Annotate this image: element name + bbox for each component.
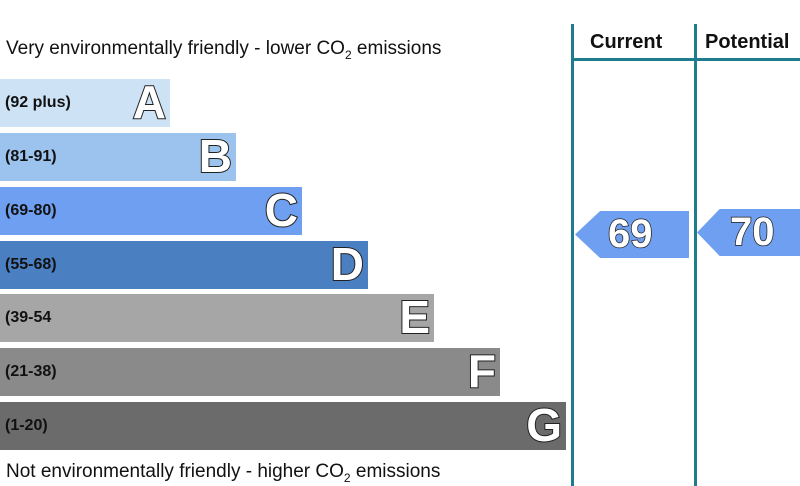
- band-b: (81-91) B: [0, 129, 236, 183]
- band-letter: D: [330, 237, 365, 291]
- header-rule: [571, 58, 800, 61]
- band-letter: E: [398, 290, 431, 344]
- band-a: (92 plus) A: [0, 75, 170, 129]
- top-caption: Very environmentally friendly - lower CO…: [6, 38, 442, 62]
- band-range-label: (81-91): [5, 148, 57, 165]
- band-range-label: (1-20): [5, 417, 48, 434]
- potential-column-header: Potential: [705, 31, 790, 53]
- band-range-label: (21-38): [5, 363, 57, 380]
- bottom-caption: Not environmentally friendly - higher CO…: [6, 461, 441, 485]
- band-letter: A: [132, 75, 167, 129]
- current-rating-arrow: 69: [575, 211, 689, 258]
- band-e: (39-54 E: [0, 290, 434, 344]
- column-divider-left: [571, 24, 574, 486]
- current-rating-value: 69: [607, 211, 653, 257]
- current-column-header: Current: [590, 31, 663, 53]
- band-range-label: (39-54: [5, 309, 52, 326]
- band-letter: F: [467, 344, 497, 398]
- band-letter: C: [264, 183, 299, 237]
- band-g: (1-20) G: [0, 398, 566, 452]
- band-letter: G: [525, 398, 563, 452]
- band-letter: B: [198, 129, 233, 183]
- band-range-label: (55-68): [5, 256, 57, 273]
- band-range-label: (69-80): [5, 202, 57, 219]
- potential-rating-arrow: 70: [697, 209, 800, 256]
- band-c: (69-80) C: [0, 183, 302, 237]
- band-f: (21-38) F: [0, 344, 500, 398]
- potential-rating-value: 70: [729, 209, 775, 255]
- band-d: (55-68) D: [0, 237, 368, 291]
- band-range-label: (92 plus): [5, 94, 71, 111]
- column-divider-middle: [694, 24, 697, 486]
